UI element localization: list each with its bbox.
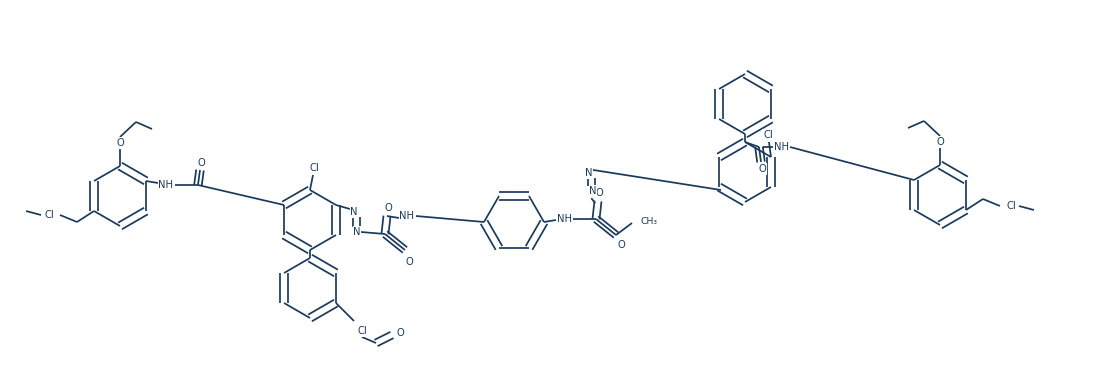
Text: N: N: [586, 168, 592, 178]
Text: NH: NH: [399, 211, 415, 221]
Text: O: O: [936, 137, 943, 147]
Text: O: O: [596, 188, 603, 198]
Text: N: N: [350, 207, 358, 217]
Text: O: O: [758, 164, 766, 174]
Text: Cl: Cl: [358, 326, 366, 336]
Text: NH: NH: [556, 214, 572, 224]
Text: O: O: [396, 328, 404, 338]
Text: Cl: Cl: [44, 210, 54, 220]
Text: O: O: [618, 240, 625, 250]
Text: N: N: [589, 186, 597, 196]
Text: Cl: Cl: [1006, 201, 1016, 211]
Text: O: O: [405, 257, 412, 267]
Text: NH: NH: [773, 142, 789, 152]
Text: CH₃: CH₃: [640, 217, 657, 226]
Text: Cl: Cl: [309, 163, 319, 173]
Text: NH: NH: [158, 180, 173, 190]
Text: O: O: [384, 203, 392, 213]
Text: O: O: [116, 138, 124, 148]
Text: Cl: Cl: [764, 130, 773, 140]
Text: N: N: [353, 227, 361, 237]
Text: O: O: [197, 158, 205, 168]
